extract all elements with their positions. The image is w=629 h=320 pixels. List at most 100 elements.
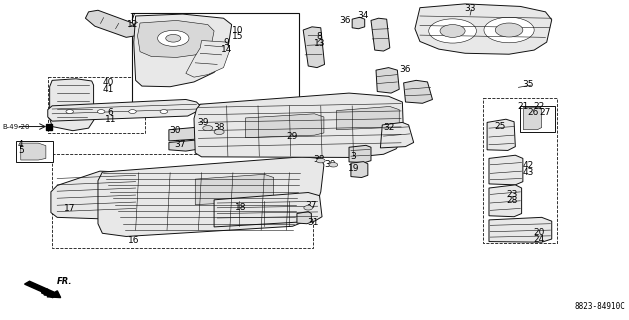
Text: 11: 11 xyxy=(105,115,116,124)
Bar xyxy=(482,98,557,243)
Text: 35: 35 xyxy=(522,80,533,89)
Text: 34: 34 xyxy=(358,12,369,20)
Polygon shape xyxy=(194,93,404,157)
Bar xyxy=(52,154,313,248)
Polygon shape xyxy=(489,217,552,242)
Text: 21: 21 xyxy=(517,102,528,111)
Circle shape xyxy=(166,35,181,42)
Text: 12: 12 xyxy=(127,20,138,29)
Circle shape xyxy=(329,163,338,167)
Polygon shape xyxy=(51,171,142,219)
Text: 23: 23 xyxy=(506,190,518,199)
Text: 8823-84910C: 8823-84910C xyxy=(574,302,625,311)
Polygon shape xyxy=(50,79,95,131)
Text: 15: 15 xyxy=(232,32,243,41)
Polygon shape xyxy=(376,68,399,93)
Circle shape xyxy=(495,23,523,37)
Text: 13: 13 xyxy=(314,39,325,48)
Bar xyxy=(16,141,53,162)
Polygon shape xyxy=(214,193,322,227)
Polygon shape xyxy=(352,17,365,29)
Text: 26: 26 xyxy=(527,108,538,117)
Circle shape xyxy=(440,25,465,37)
Text: 8: 8 xyxy=(316,32,323,41)
Text: 16: 16 xyxy=(128,236,140,245)
Polygon shape xyxy=(337,107,399,130)
Polygon shape xyxy=(297,212,311,224)
Circle shape xyxy=(160,110,168,114)
Bar xyxy=(520,106,555,132)
Text: 41: 41 xyxy=(103,85,114,94)
Polygon shape xyxy=(487,119,515,150)
Text: 30: 30 xyxy=(169,126,181,135)
FancyArrow shape xyxy=(42,290,57,298)
Text: 10: 10 xyxy=(232,26,243,35)
Text: 36: 36 xyxy=(339,16,350,25)
Polygon shape xyxy=(245,114,324,138)
Text: B-49-20: B-49-20 xyxy=(2,124,30,130)
Bar xyxy=(133,13,299,104)
Circle shape xyxy=(429,19,476,43)
Polygon shape xyxy=(404,80,433,103)
Text: 31: 31 xyxy=(308,218,319,227)
Text: 6: 6 xyxy=(108,108,113,117)
Circle shape xyxy=(214,129,224,134)
Polygon shape xyxy=(169,140,200,151)
Polygon shape xyxy=(523,108,542,130)
Text: 18: 18 xyxy=(235,203,246,212)
Text: 36: 36 xyxy=(400,65,411,74)
Text: 42: 42 xyxy=(522,161,533,170)
Polygon shape xyxy=(195,174,274,204)
Text: 32: 32 xyxy=(383,123,394,132)
Text: 29: 29 xyxy=(287,132,298,140)
Polygon shape xyxy=(186,41,230,77)
Bar xyxy=(48,77,145,133)
Text: 20: 20 xyxy=(533,228,545,237)
Polygon shape xyxy=(351,162,368,178)
Polygon shape xyxy=(489,155,523,185)
Text: 24: 24 xyxy=(533,235,545,244)
Circle shape xyxy=(316,158,325,163)
Polygon shape xyxy=(48,100,200,121)
Text: 37: 37 xyxy=(306,201,317,210)
Polygon shape xyxy=(415,4,552,54)
Polygon shape xyxy=(303,27,325,68)
Polygon shape xyxy=(21,143,46,160)
Circle shape xyxy=(158,30,189,46)
Text: 3: 3 xyxy=(350,152,356,161)
Polygon shape xyxy=(169,127,200,141)
Text: 14: 14 xyxy=(221,44,232,54)
Text: 17: 17 xyxy=(64,204,75,213)
Polygon shape xyxy=(86,10,139,37)
Polygon shape xyxy=(371,18,390,51)
Text: 43: 43 xyxy=(522,168,533,177)
Polygon shape xyxy=(98,157,324,236)
Text: 9: 9 xyxy=(224,38,230,47)
Circle shape xyxy=(97,110,105,114)
Text: 39: 39 xyxy=(325,160,336,169)
Circle shape xyxy=(484,17,534,43)
Text: 7: 7 xyxy=(130,13,135,22)
Text: 25: 25 xyxy=(494,122,505,131)
Text: 40: 40 xyxy=(103,78,114,87)
Circle shape xyxy=(129,110,136,114)
Text: 39: 39 xyxy=(197,118,209,127)
Circle shape xyxy=(66,110,74,114)
Polygon shape xyxy=(349,145,371,163)
FancyArrow shape xyxy=(25,281,60,298)
Circle shape xyxy=(203,125,213,131)
Text: 5: 5 xyxy=(18,146,24,155)
Polygon shape xyxy=(134,14,231,87)
Text: 19: 19 xyxy=(348,164,359,173)
Text: 27: 27 xyxy=(540,108,551,117)
Text: 38: 38 xyxy=(213,123,225,132)
Circle shape xyxy=(304,205,313,210)
Text: 33: 33 xyxy=(464,4,476,13)
Text: 4: 4 xyxy=(18,140,24,148)
Text: 38: 38 xyxy=(314,155,325,164)
Polygon shape xyxy=(489,185,521,217)
Text: 22: 22 xyxy=(533,102,545,111)
Text: FR.: FR. xyxy=(57,276,73,285)
Text: 37: 37 xyxy=(174,140,186,149)
Polygon shape xyxy=(381,123,414,148)
